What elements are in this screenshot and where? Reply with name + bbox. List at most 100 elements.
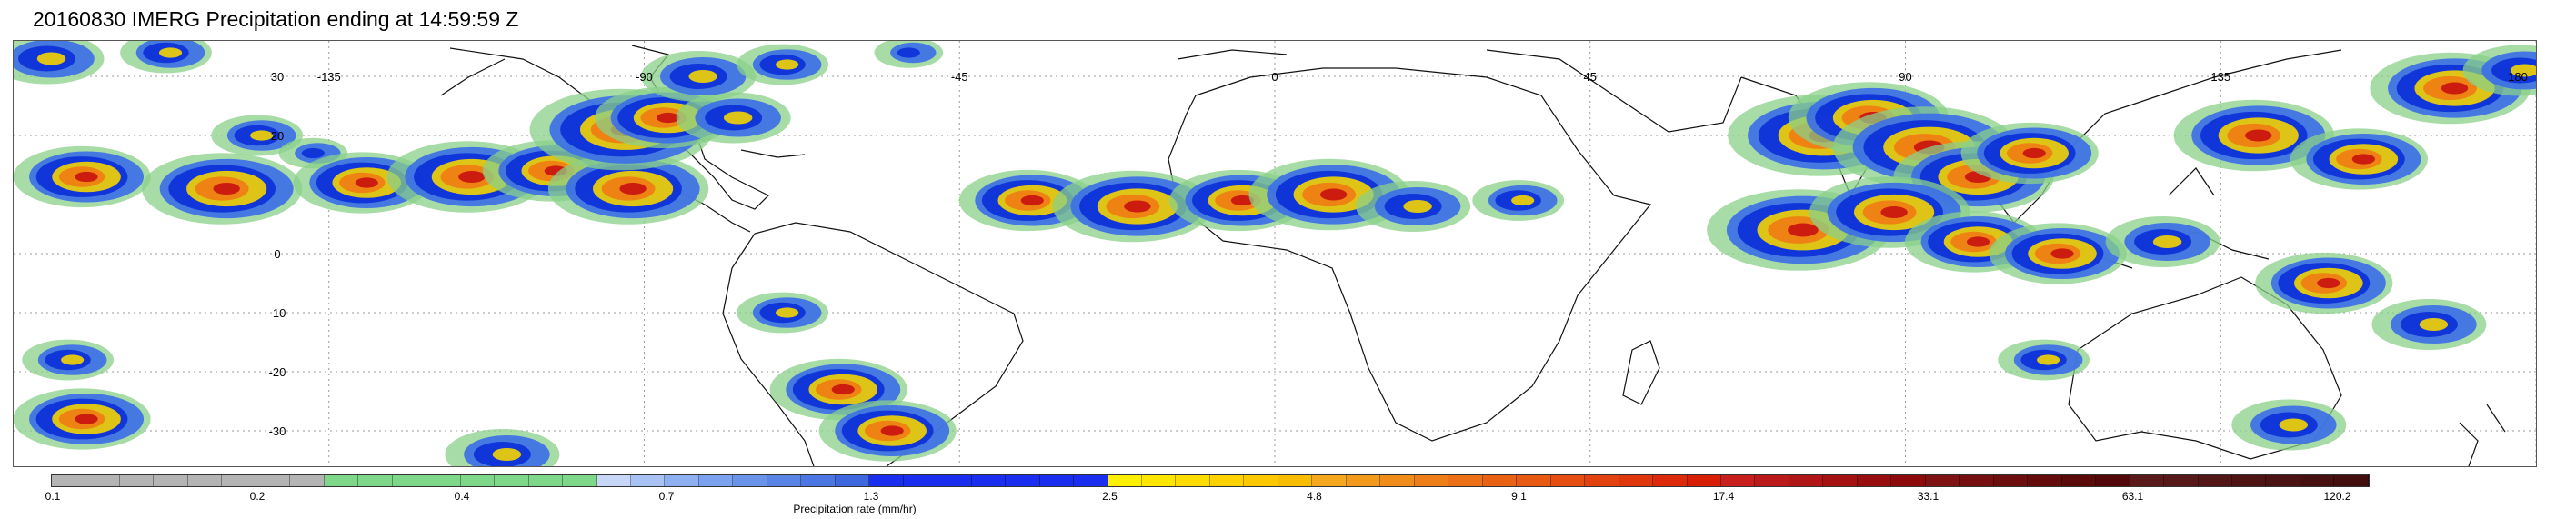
colorbar-tick: 4.8	[1307, 490, 1322, 503]
colorbar-segment	[2198, 475, 2232, 486]
colorbar-segment	[2028, 475, 2062, 486]
colorbar-segment	[460, 475, 496, 486]
colorbar-segment	[2096, 475, 2130, 486]
colorbar-segment	[2061, 475, 2097, 486]
colorbar-segment	[154, 475, 188, 486]
precip-cell	[1966, 236, 1990, 247]
precip-cell	[1880, 205, 1908, 219]
colorbar-segment	[665, 475, 699, 486]
colorbar-segment	[358, 475, 393, 486]
precip-cell	[250, 130, 274, 141]
precip-cell	[776, 307, 799, 318]
colorbar-segment	[256, 475, 291, 486]
precip-cell	[897, 47, 920, 58]
colorbar-segment	[1755, 475, 1789, 486]
colorbar-segment	[596, 475, 631, 486]
precip-cell	[880, 425, 904, 436]
colorbar-segment	[733, 475, 767, 486]
precip-cell	[492, 448, 522, 461]
colorbar-segment	[1789, 475, 1824, 486]
colorbar-segment	[1142, 475, 1177, 486]
colorbar-tick: 9.1	[1511, 490, 1527, 503]
colorbar-segment	[971, 475, 1007, 486]
colorbar-tick: 120.2	[2323, 490, 2351, 503]
colorbar-segment	[1891, 475, 1926, 486]
coastline-europe	[1177, 49, 1742, 133]
lon-label: 180	[2508, 70, 2528, 84]
colorbar-tick: 0.4	[454, 490, 470, 503]
colorbar-segment	[2300, 475, 2335, 486]
colorbar-tick: 17.4	[1712, 490, 1735, 503]
precip-cell	[1124, 200, 1151, 213]
precip-cell	[301, 147, 325, 159]
colorbar-segment	[1244, 475, 1278, 486]
colorbar-segment	[903, 475, 938, 486]
colorbar-segment	[119, 475, 155, 486]
colorbar-segment	[495, 475, 529, 486]
precip-cell	[2152, 235, 2182, 248]
precip-cell	[831, 384, 855, 395]
colorbar-segment	[2164, 475, 2199, 486]
colorbar-segment	[222, 475, 256, 486]
precip-cell	[2510, 64, 2536, 77]
precip-cell	[1319, 188, 1348, 201]
colorbar-segment	[1550, 475, 1586, 486]
colorbar-tick: 1.3	[863, 490, 879, 503]
precip-cell	[657, 112, 680, 124]
colorbar-tick: 63.1	[2121, 490, 2144, 503]
colorbar-segment	[392, 475, 427, 486]
precip-cell	[2050, 248, 2074, 259]
colorbar-segment	[1517, 475, 1551, 486]
colorbar-segment	[1006, 475, 1040, 486]
colorbar-segment	[1346, 475, 1381, 486]
colorbar-segment	[2232, 475, 2267, 486]
colorbar-segment	[563, 475, 597, 486]
lon-label: 90	[1899, 70, 1911, 84]
precip-cell	[2419, 318, 2449, 331]
precipitation-map: -135 -90 -45 0 45 90 135 180 30 20 0 -10 -20 -30	[13, 40, 2537, 467]
map-canvas: -135 -90 -45 0 45 90 135 180 30 20 0 -10 -20 -30	[14, 41, 2536, 466]
coastline-new-zealand	[2459, 404, 2506, 466]
colorbar-segment	[1039, 475, 1075, 486]
colorbar-tick: 0.1	[45, 490, 61, 503]
precip-cell	[2279, 418, 2309, 432]
colorbar-tick-labels: 0.1 0.2 0.4 0.7 1.3 2.5 4.8 9.1 17.4 33.1 63.1 120.…	[45, 490, 2370, 504]
lat-label: -20	[269, 365, 286, 379]
colorbar-segment	[2266, 475, 2300, 486]
colorbar-segment	[1993, 475, 2029, 486]
colorbar-label: Precipitation rate (mm/hr)	[793, 503, 917, 515]
colorbar-segment	[1448, 475, 1483, 486]
lat-label: -30	[269, 424, 286, 438]
precip-cell	[1230, 195, 1255, 206]
lat-label: 30	[271, 70, 284, 84]
colorbar-tick: 2.5	[1102, 490, 1118, 503]
lat-label: 20	[271, 129, 284, 143]
colorbar-segment	[1585, 475, 1619, 486]
graticule-labels: -135 -90 -45 0 45 90 135 180 30 20 0 -10 -20 -30	[269, 70, 2528, 438]
colorbar-segment	[2130, 475, 2165, 486]
precip-cell	[1788, 223, 1819, 237]
colorbar-segment	[1176, 475, 1210, 486]
precip-cell	[2245, 129, 2272, 142]
colorbar-segment	[1209, 475, 1245, 486]
lat-label: 0	[274, 247, 280, 261]
colorbar-segment	[869, 475, 904, 486]
colorbar-tick: 0.7	[658, 490, 675, 503]
colorbar-tick: 0.2	[249, 490, 266, 503]
colorbar-segment	[1482, 475, 1518, 486]
colorbar-segment	[1823, 475, 1858, 486]
colorbar-segment	[1380, 475, 1415, 486]
precip-cell	[61, 354, 85, 365]
coastline-africa	[1168, 67, 1652, 442]
colorbar-segment	[1074, 475, 1108, 486]
precip-cell	[36, 52, 66, 65]
colorbar-segment	[801, 475, 836, 486]
colorbar-segment	[426, 475, 461, 486]
precip-cell	[723, 111, 753, 125]
colorbar-segment	[52, 475, 86, 486]
precip-cell	[2351, 154, 2375, 165]
precip-cell	[158, 47, 183, 58]
colorbar-segment	[2334, 475, 2369, 486]
precip-cell	[619, 182, 647, 195]
map-title: 20160830 IMERG Precipitation ending at 1…	[33, 7, 519, 31]
